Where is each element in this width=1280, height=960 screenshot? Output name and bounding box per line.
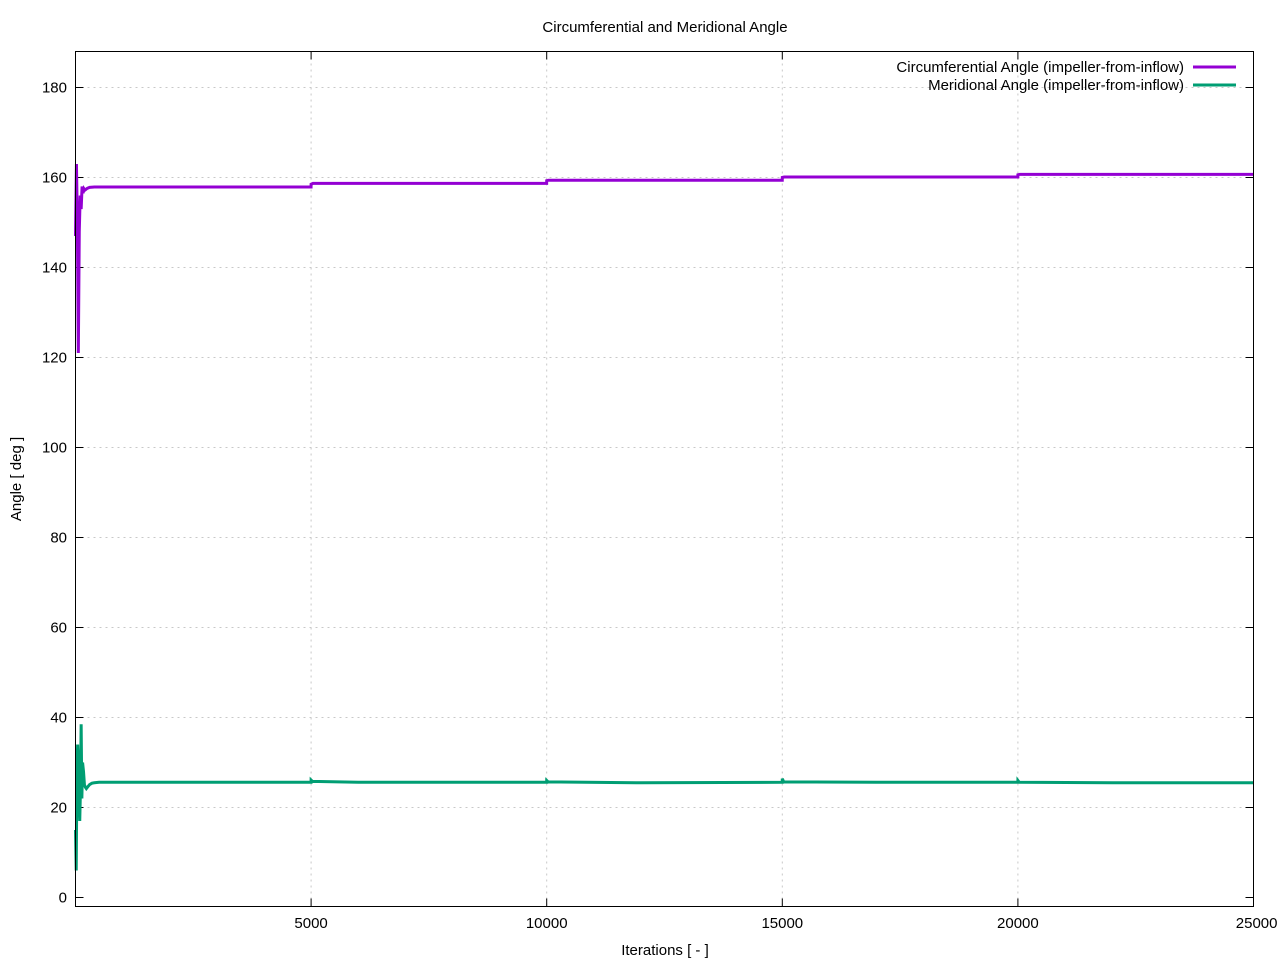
y-axis-label: Angle [ deg ] — [8, 437, 25, 521]
series-lines — [74, 163, 1254, 871]
y-tick-label: 160 — [42, 170, 67, 187]
y-tick-label: 0 — [59, 890, 67, 907]
x-tick-label: 25000 — [1236, 915, 1278, 932]
y-tick-label: 60 — [50, 620, 67, 637]
y-tick-label: 100 — [42, 440, 67, 457]
x-tick-label: 20000 — [997, 915, 1039, 932]
grid-lines — [75, 51, 1254, 907]
x-axis-label: Iterations [ - ] — [621, 942, 709, 959]
x-tick-label: 10000 — [526, 915, 568, 932]
axis-ticks: 0 20 40 60 80 100 120 140 160 180 5000 10000 15000 20… — [42, 51, 1278, 932]
y-tick-label: 80 — [50, 530, 67, 547]
series-line-1 — [74, 724, 1254, 871]
y-tick-label: 140 — [42, 260, 67, 277]
y-tick-label: 40 — [50, 710, 67, 727]
legend-label-0: Circumferential Angle (impeller-from-inf… — [896, 59, 1184, 76]
y-tick-label: 20 — [50, 800, 67, 817]
plot-frame — [75, 51, 1254, 907]
y-tick-label: 120 — [42, 350, 67, 367]
x-tick-label: 15000 — [761, 915, 803, 932]
y-tick-label: 180 — [42, 80, 67, 97]
series-line-0 — [74, 163, 1254, 354]
legend: Circumferential Angle (impeller-from-inf… — [896, 59, 1236, 94]
legend-label-1: Meridional Angle (impeller-from-inflow) — [928, 77, 1184, 94]
x-tick-label: 5000 — [294, 915, 327, 932]
chart-title: Circumferential and Meridional Angle — [542, 19, 787, 36]
